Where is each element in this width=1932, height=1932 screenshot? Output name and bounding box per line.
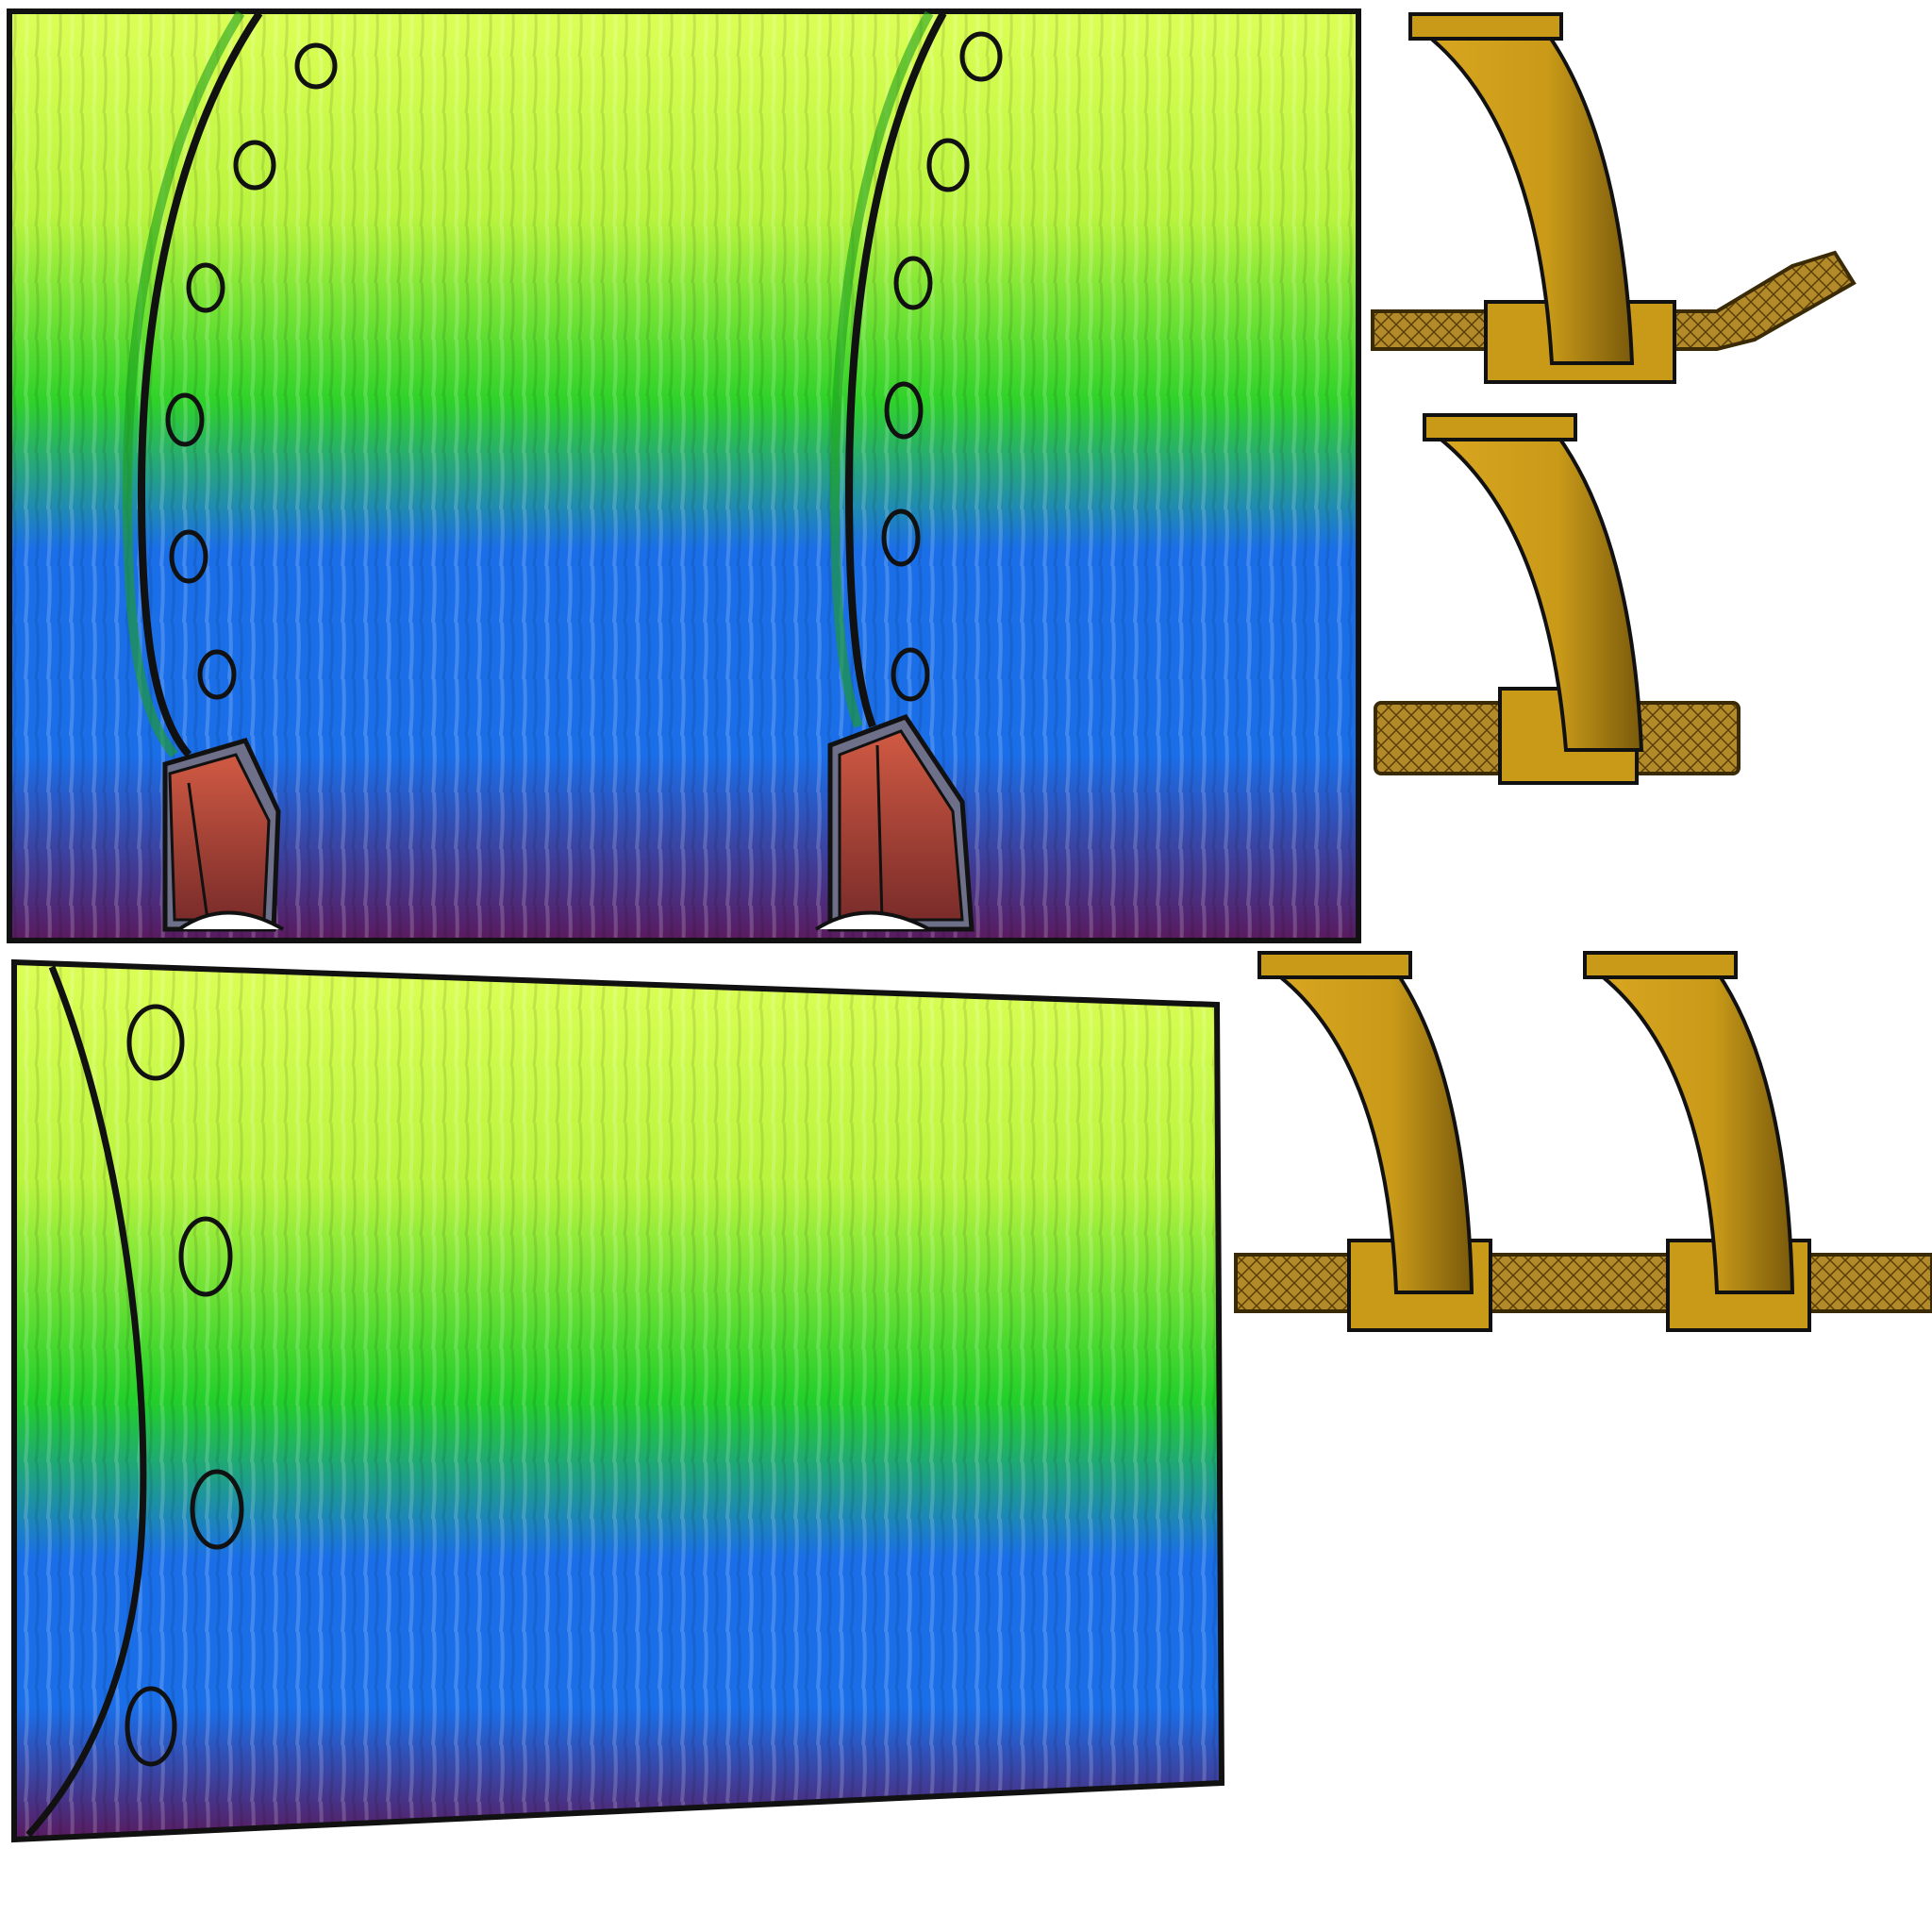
porthole [165, 392, 205, 447]
hull-seam [137, 10, 263, 758]
hull-outline [11, 958, 1225, 1843]
porthole [125, 1686, 177, 1767]
porthole [126, 1004, 185, 1081]
periscope-pipe-straight [1374, 413, 1740, 785]
hull-seam [25, 965, 147, 1838]
pipe-cap [1257, 951, 1412, 979]
porthole [197, 649, 237, 700]
porthole [881, 508, 921, 567]
pipe-cap [1408, 12, 1563, 41]
pipe-horizontal [1234, 1253, 1932, 1313]
porthole-row [165, 42, 338, 700]
hull-outline [7, 8, 1361, 943]
pipe-vertical [1419, 31, 1635, 365]
hull-texture [14, 962, 1222, 1840]
porthole [959, 31, 1003, 82]
porthole [891, 647, 930, 702]
pipe-cap [1583, 951, 1738, 979]
pipe-vertical [1591, 970, 1795, 1294]
periscope-pipe-bent [1371, 12, 1857, 384]
porthole [926, 138, 970, 192]
porthole [893, 256, 933, 310]
porthole [169, 529, 208, 584]
porthole [294, 42, 338, 90]
porthole [884, 381, 924, 440]
porthole [186, 262, 225, 313]
pipe-vertical [1428, 432, 1644, 752]
pipe-vertical [1268, 970, 1474, 1294]
porthole-row [881, 31, 1003, 702]
hull-seam [844, 11, 947, 728]
submarine-hull-segment-single [11, 958, 1225, 1843]
porthole [178, 1216, 233, 1297]
propeller-fin [827, 713, 974, 932]
porthole-row [125, 1004, 244, 1767]
periscope-pipe-double [1234, 951, 1932, 1332]
porthole [233, 140, 276, 191]
pipe-cap [1423, 413, 1577, 441]
porthole [190, 1469, 244, 1550]
propeller-fin [162, 737, 281, 932]
submarine-hull-segment-double [7, 8, 1361, 943]
